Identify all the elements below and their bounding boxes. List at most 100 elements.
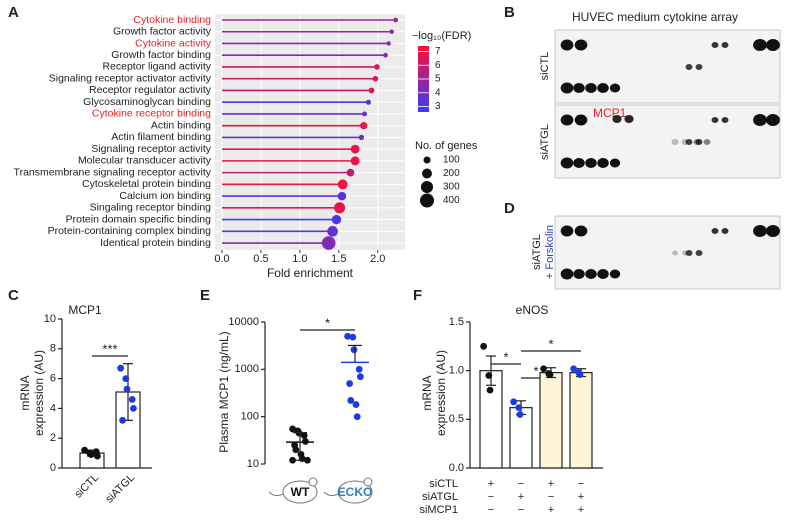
category-label: Cytokine activity xyxy=(135,37,212,49)
y-tick-label: 0.0 xyxy=(449,462,464,474)
x-tick-label: WT xyxy=(291,485,310,499)
blot-spot xyxy=(753,225,767,237)
colorbar-label: 5 xyxy=(435,74,441,85)
blot-spot xyxy=(703,139,711,145)
y-axis-label: Plasma MCP1 (ng/mL) xyxy=(217,331,231,452)
chart-title: eNOS xyxy=(516,303,549,317)
category-label: Transmembrane signaling receptor activit… xyxy=(14,166,212,178)
blot-spot xyxy=(597,158,609,168)
condition-sign: + xyxy=(488,478,494,490)
blot-spot xyxy=(574,225,588,237)
data-point xyxy=(119,416,126,424)
data-point xyxy=(289,425,296,433)
category-label: Growth factor binding xyxy=(111,49,211,61)
condition-sign: − xyxy=(518,504,524,516)
panel-letter: E xyxy=(200,287,210,304)
data-point xyxy=(546,371,554,378)
lollipop-dot xyxy=(365,99,371,105)
mouse-tail xyxy=(323,491,339,497)
y-tick-label: 1.5 xyxy=(449,316,464,328)
blot-spot xyxy=(721,117,729,123)
x-tick-label: siCTL xyxy=(72,472,101,501)
bar xyxy=(539,372,563,469)
condition-label: siMCP1 xyxy=(419,504,458,516)
data-point xyxy=(510,398,517,406)
blot-spot xyxy=(685,139,693,145)
colorbar-label: 7 xyxy=(435,46,441,57)
blot-spot xyxy=(711,117,719,123)
blot-spot xyxy=(574,114,588,126)
mouse-tail xyxy=(268,491,284,497)
data-point xyxy=(87,451,95,458)
data-point xyxy=(355,365,363,373)
blot-spot xyxy=(574,39,588,51)
data-point xyxy=(346,380,353,387)
data-point xyxy=(123,385,131,393)
y-axis-label: expression (AU) xyxy=(434,350,448,436)
blot-spot xyxy=(753,114,767,126)
panel-letter: A xyxy=(8,4,19,21)
y-tick-label: 10 xyxy=(44,313,56,325)
lollipop-dot xyxy=(386,41,391,46)
blot-spot xyxy=(573,83,585,93)
data-point xyxy=(516,411,524,418)
data-point xyxy=(81,446,88,454)
category-label: Signaling receptor activity xyxy=(91,143,211,155)
data-point xyxy=(570,365,577,373)
y-tick-label: 4 xyxy=(50,402,56,414)
size-legend-dot xyxy=(422,168,432,179)
blot-spot xyxy=(693,139,701,145)
condition-sign: + xyxy=(518,491,524,503)
blot-spot xyxy=(560,114,574,126)
category-label: Receptor regulator activity xyxy=(89,84,212,96)
size-legend-dot xyxy=(420,180,434,194)
data-point xyxy=(289,456,296,464)
lollipop-dot xyxy=(331,214,342,225)
y-tick-label: 0 xyxy=(50,462,56,474)
lollipop-dot xyxy=(350,156,360,166)
blot-spot xyxy=(597,83,609,93)
blot-title: HUVEC medium cytokine array xyxy=(572,10,738,24)
x-tick-label: ECKO xyxy=(338,485,373,499)
mouse-icon xyxy=(282,480,318,504)
size-legend-label: 400 xyxy=(443,195,460,206)
lollipop-dot xyxy=(334,202,346,214)
blot-spot xyxy=(721,42,729,48)
data-point xyxy=(94,452,101,460)
legend-title: −log₁₀(FDR) xyxy=(412,30,471,42)
category-label: Calcium ion binding xyxy=(119,190,211,202)
panel-letter: C xyxy=(8,287,19,304)
panel-letter: B xyxy=(504,4,515,21)
lollipop-dot xyxy=(374,64,380,70)
size-legend-dot xyxy=(420,193,434,208)
data-point xyxy=(292,446,300,454)
y-axis-label: mRNA xyxy=(420,375,434,410)
y-axis-label: expression (AU) xyxy=(32,350,46,436)
data-point xyxy=(350,346,358,354)
blot-row-label: siATGL xyxy=(539,124,551,160)
blot-spot xyxy=(612,115,622,123)
condition-sign: + xyxy=(548,478,554,490)
colorbar-label: 6 xyxy=(435,60,441,71)
blot-spot xyxy=(573,158,585,168)
size-legend-label: 100 xyxy=(443,155,460,166)
blot-row-label: siCTL xyxy=(539,52,551,81)
blot-spot xyxy=(685,250,693,256)
lollipop-dot xyxy=(360,121,368,130)
blot-spot xyxy=(672,250,678,256)
category-label: Protein domain specific binding xyxy=(66,213,211,225)
x-tick-label: 0.5 xyxy=(253,253,268,265)
condition-sign: + xyxy=(578,491,584,503)
blot-spot xyxy=(585,269,597,279)
legend-title: No. of genes xyxy=(415,140,478,152)
chart-title: MCP1 xyxy=(68,303,102,317)
mouse-ear xyxy=(308,477,318,487)
significance-label: * xyxy=(503,349,508,364)
plot-background xyxy=(215,14,405,250)
category-label: Cytokine binding xyxy=(133,14,211,26)
lollipop-dot xyxy=(358,134,365,141)
data-point xyxy=(122,375,130,382)
lollipop-dot xyxy=(321,236,336,250)
data-point xyxy=(515,404,523,412)
lollipop-dot xyxy=(337,191,347,201)
